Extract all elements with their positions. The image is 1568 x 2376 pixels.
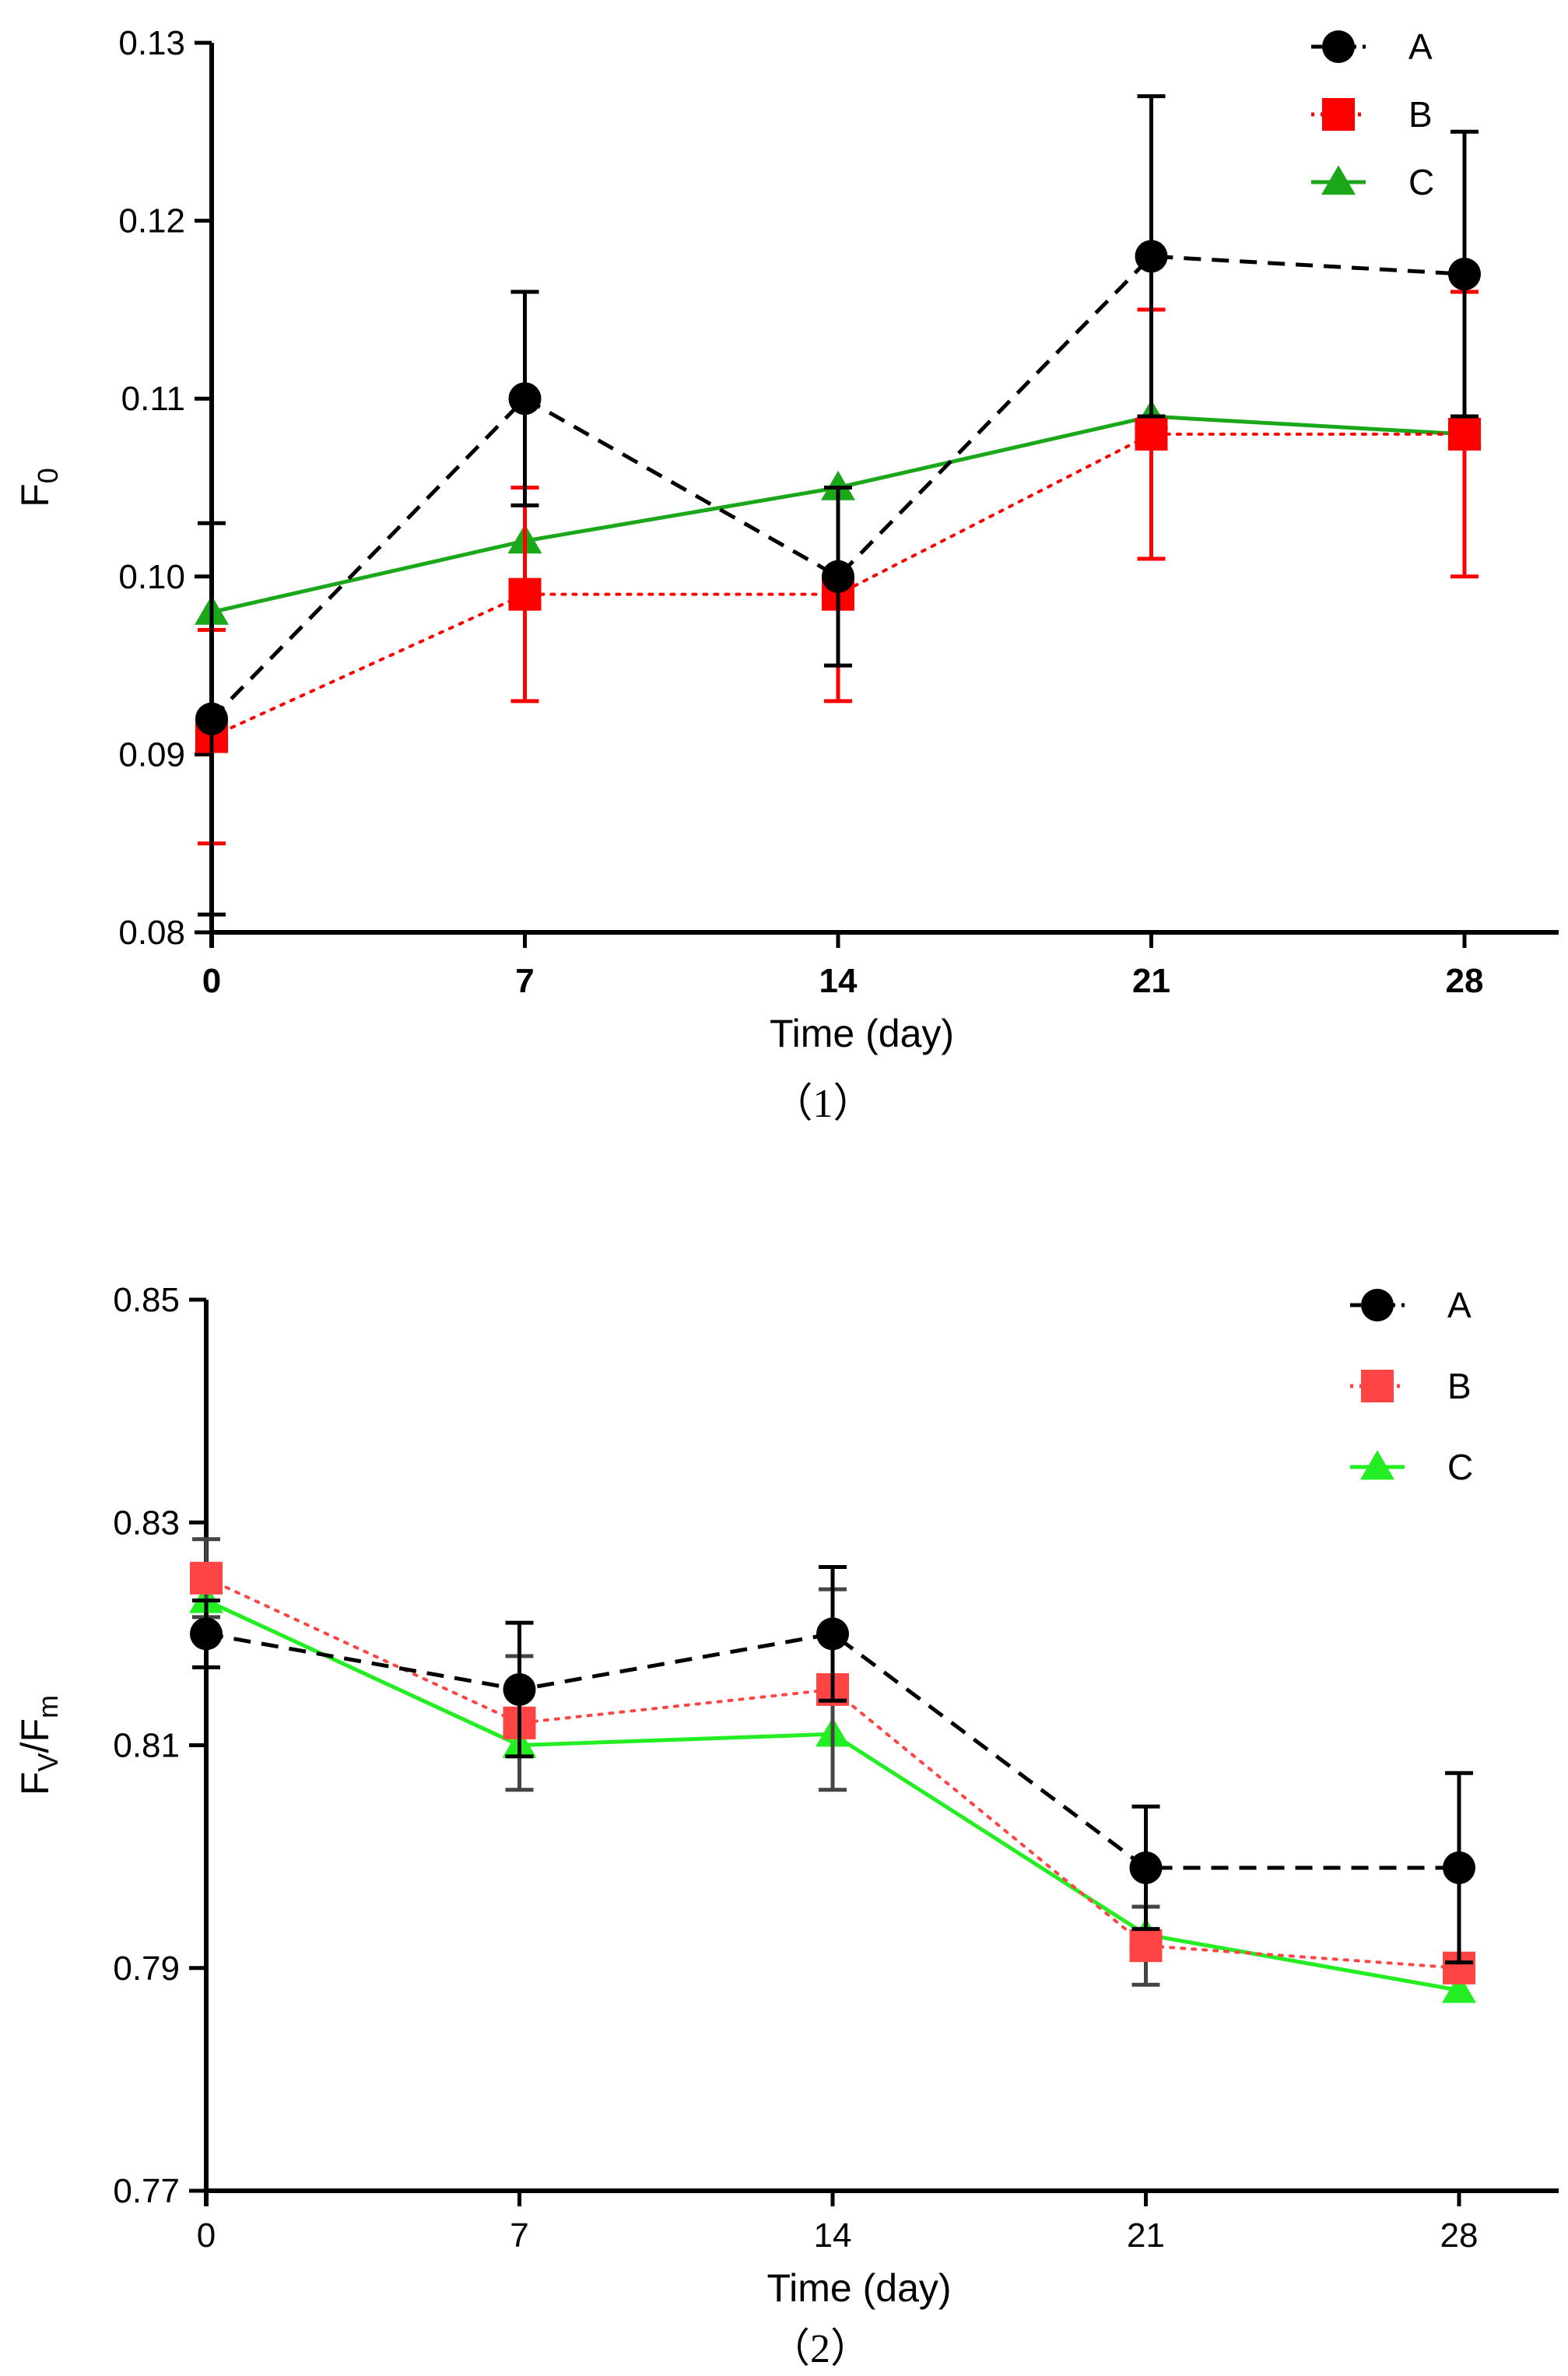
y-tick-label: 0.12 xyxy=(118,202,185,240)
legend-marker xyxy=(1322,30,1355,63)
chart-1: 0.08 0.09 0.10 0.11 0.12 0.13 0 7 14 21 28 Time (da… xyxy=(13,24,1559,1126)
legend-item-A: A xyxy=(1311,26,1433,67)
y-tick-label: 0.79 xyxy=(113,1950,180,1988)
legend-item-C: C xyxy=(1311,162,1434,202)
legend-label: A xyxy=(1447,1285,1472,1325)
y-tick-label: 0.13 xyxy=(118,24,185,62)
data-point xyxy=(503,1672,536,1706)
x-tick-label: 7 xyxy=(515,962,534,1000)
x-tick-label: 14 xyxy=(819,962,858,1000)
series-line xyxy=(205,1576,1461,1970)
series-line xyxy=(210,254,1465,721)
x-tick-label: 0 xyxy=(202,962,221,1000)
data-point xyxy=(1442,1973,1476,2003)
data-point xyxy=(190,1617,223,1651)
legend-label: C xyxy=(1408,162,1434,202)
y-tick-label: 0.77 xyxy=(113,2172,180,2210)
y-axis-title: FV/Fm xyxy=(13,1695,64,1795)
data-point xyxy=(822,560,854,593)
y-tick-label: 0.81 xyxy=(113,1727,180,1765)
x-axis-title: Time (day) xyxy=(766,2266,951,2310)
data-point xyxy=(1448,258,1481,291)
data-point xyxy=(1135,240,1168,273)
legend-marker xyxy=(1361,1289,1394,1321)
legend-marker xyxy=(1360,1450,1394,1480)
legend-marker xyxy=(1322,98,1355,131)
series-A xyxy=(190,1565,1475,1965)
y-axis-title: F0 xyxy=(13,468,64,507)
data-point xyxy=(816,1617,849,1651)
y-tick-label: 0.10 xyxy=(118,558,185,596)
series-A xyxy=(195,94,1481,917)
legend: ABC xyxy=(1311,26,1434,202)
x-tick-label: 28 xyxy=(1440,2216,1479,2255)
y-tick-label: 0.09 xyxy=(118,735,185,774)
data-point xyxy=(821,470,855,500)
legend-item-B: B xyxy=(1311,94,1433,135)
data-point xyxy=(1443,1851,1475,1884)
data-point xyxy=(1448,417,1481,451)
x-tick-label: 21 xyxy=(1132,962,1170,1000)
series-line xyxy=(205,1631,1459,1870)
chart-2: 0.77 0.79 0.81 0.83 0.85 0 7 14 21 28 Time (day) FV… xyxy=(13,1281,1559,2371)
data-point xyxy=(195,702,228,735)
data-point xyxy=(508,382,542,416)
data-point xyxy=(1135,417,1168,451)
data-point xyxy=(1129,1929,1163,1963)
legend-label: B xyxy=(1447,1366,1472,1406)
x-tick-label: 7 xyxy=(510,2216,528,2255)
y-tick-label: 0.08 xyxy=(118,914,185,952)
legend-label: C xyxy=(1447,1447,1473,1487)
legend-label: B xyxy=(1408,94,1433,135)
x-tick-label: 14 xyxy=(814,2216,852,2255)
figure-caption: （1） xyxy=(772,1082,873,1126)
x-tick-label: 21 xyxy=(1127,2216,1165,2255)
y-tick-label: 0.85 xyxy=(113,1281,180,1319)
figure-caption: （2） xyxy=(770,2327,871,2371)
data-point xyxy=(508,577,542,611)
legend-label: A xyxy=(1408,26,1433,67)
legend-marker xyxy=(1361,1370,1394,1402)
legend: A B C xyxy=(1350,1285,1473,1487)
x-tick-label: 0 xyxy=(197,2216,216,2255)
y-tick-label: 0.11 xyxy=(121,380,185,418)
y-tick-label: 0.83 xyxy=(113,1504,180,1542)
legend-item-A: A xyxy=(1350,1285,1472,1325)
x-axis-title: Time (day) xyxy=(770,1012,954,1055)
legend-marker xyxy=(1321,165,1356,195)
data-point xyxy=(1129,1851,1163,1884)
legend-item-C: C xyxy=(1350,1447,1473,1487)
x-tick-label: 28 xyxy=(1446,962,1484,1000)
data-point xyxy=(190,1561,223,1595)
legend-item-B: B xyxy=(1350,1366,1472,1406)
